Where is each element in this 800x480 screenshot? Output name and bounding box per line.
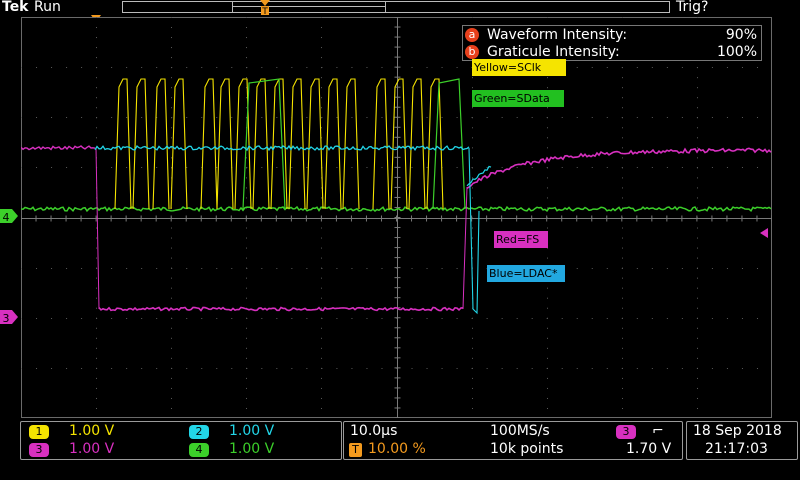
ch4-badge[interactable]: 4: [189, 443, 209, 457]
waveform-intensity-value: 90%: [725, 27, 757, 43]
ch1-badge[interactable]: 1: [29, 425, 49, 439]
ch4-ground-marker[interactable]: 4: [0, 208, 20, 224]
horizontal-scale[interactable]: 10.0µs: [350, 423, 398, 439]
record-length[interactable]: 10k points: [490, 441, 564, 457]
status-bar: Tek Run T Trig?: [0, 0, 800, 16]
svg-text:4: 4: [3, 211, 10, 224]
record-trigger-marker: T: [260, 0, 270, 16]
ch3-ground-marker[interactable]: 3: [0, 309, 20, 325]
ch3-scale[interactable]: 1.00 V: [69, 441, 115, 457]
waveform-intensity-badge: a: [465, 28, 479, 42]
trigger-level-marker[interactable]: [758, 227, 770, 239]
trigger-position-value[interactable]: 10.00 %: [368, 441, 426, 457]
ch1-scale[interactable]: 1.00 V: [69, 423, 115, 439]
svg-text:3: 3: [3, 312, 10, 325]
readout-bar: 1 1.00 V 2 1.00 V 3 1.00 V 4 1.00 V 10.0…: [0, 418, 800, 480]
datetime-panel: 18 Sep 2018 21:17:03: [686, 421, 798, 460]
trigger-position-icon: T: [349, 443, 362, 457]
record-overview-bar[interactable]: [122, 1, 670, 13]
date: 18 Sep 2018: [693, 423, 782, 439]
ch4-scale[interactable]: 1.00 V: [229, 441, 275, 457]
record-view-window[interactable]: [232, 1, 386, 13]
brand-logo: Tek: [2, 0, 29, 15]
ch2-badge[interactable]: 2: [189, 425, 209, 439]
falling-edge-icon[interactable]: ⌐: [652, 423, 664, 439]
waveform-intensity-row[interactable]: a Waveform Intensity: 90%: [463, 27, 761, 44]
timebase-trigger-panel: 10.0µs 100MS/s T 10.00 % 10k points 3 ⌐ …: [343, 421, 683, 460]
svg-text:T: T: [261, 7, 268, 16]
annotation-green[interactable]: Green=SData: [472, 90, 564, 107]
sample-rate: 100MS/s: [490, 423, 550, 439]
channel-scale-panel: 1 1.00 V 2 1.00 V 3 1.00 V 4 1.00 V: [20, 421, 342, 460]
annotation-yellow[interactable]: Yellow=SClk: [472, 59, 566, 76]
record-view-center-line: [232, 6, 386, 7]
graticule-grid: [20, 16, 773, 419]
annotation-blue[interactable]: Blue=LDAC*: [487, 265, 565, 282]
graticule-intensity-badge: b: [465, 45, 479, 59]
trigger-status: Trig?: [676, 0, 709, 15]
acquisition-state[interactable]: Run: [34, 0, 61, 15]
annotation-red[interactable]: Red=FS: [494, 231, 548, 248]
ch2-scale[interactable]: 1.00 V: [229, 423, 275, 439]
waveform-intensity-label: Waveform Intensity:: [487, 27, 628, 43]
graticule-intensity-row[interactable]: b Graticule Intensity: 100%: [463, 44, 761, 60]
graticule-intensity-value: 100%: [716, 44, 757, 60]
waveform-display[interactable]: [20, 16, 773, 419]
graticule: [20, 16, 773, 419]
time: 21:17:03: [705, 441, 768, 457]
intensity-readout: a Waveform Intensity: 90% b Graticule In…: [462, 25, 762, 61]
graticule-intensity-label: Graticule Intensity:: [487, 44, 620, 60]
ch3-badge[interactable]: 3: [29, 443, 49, 457]
waveform-traces: [20, 78, 772, 315]
trigger-level[interactable]: 1.70 V: [626, 441, 672, 457]
trigger-source-badge[interactable]: 3: [616, 425, 636, 439]
